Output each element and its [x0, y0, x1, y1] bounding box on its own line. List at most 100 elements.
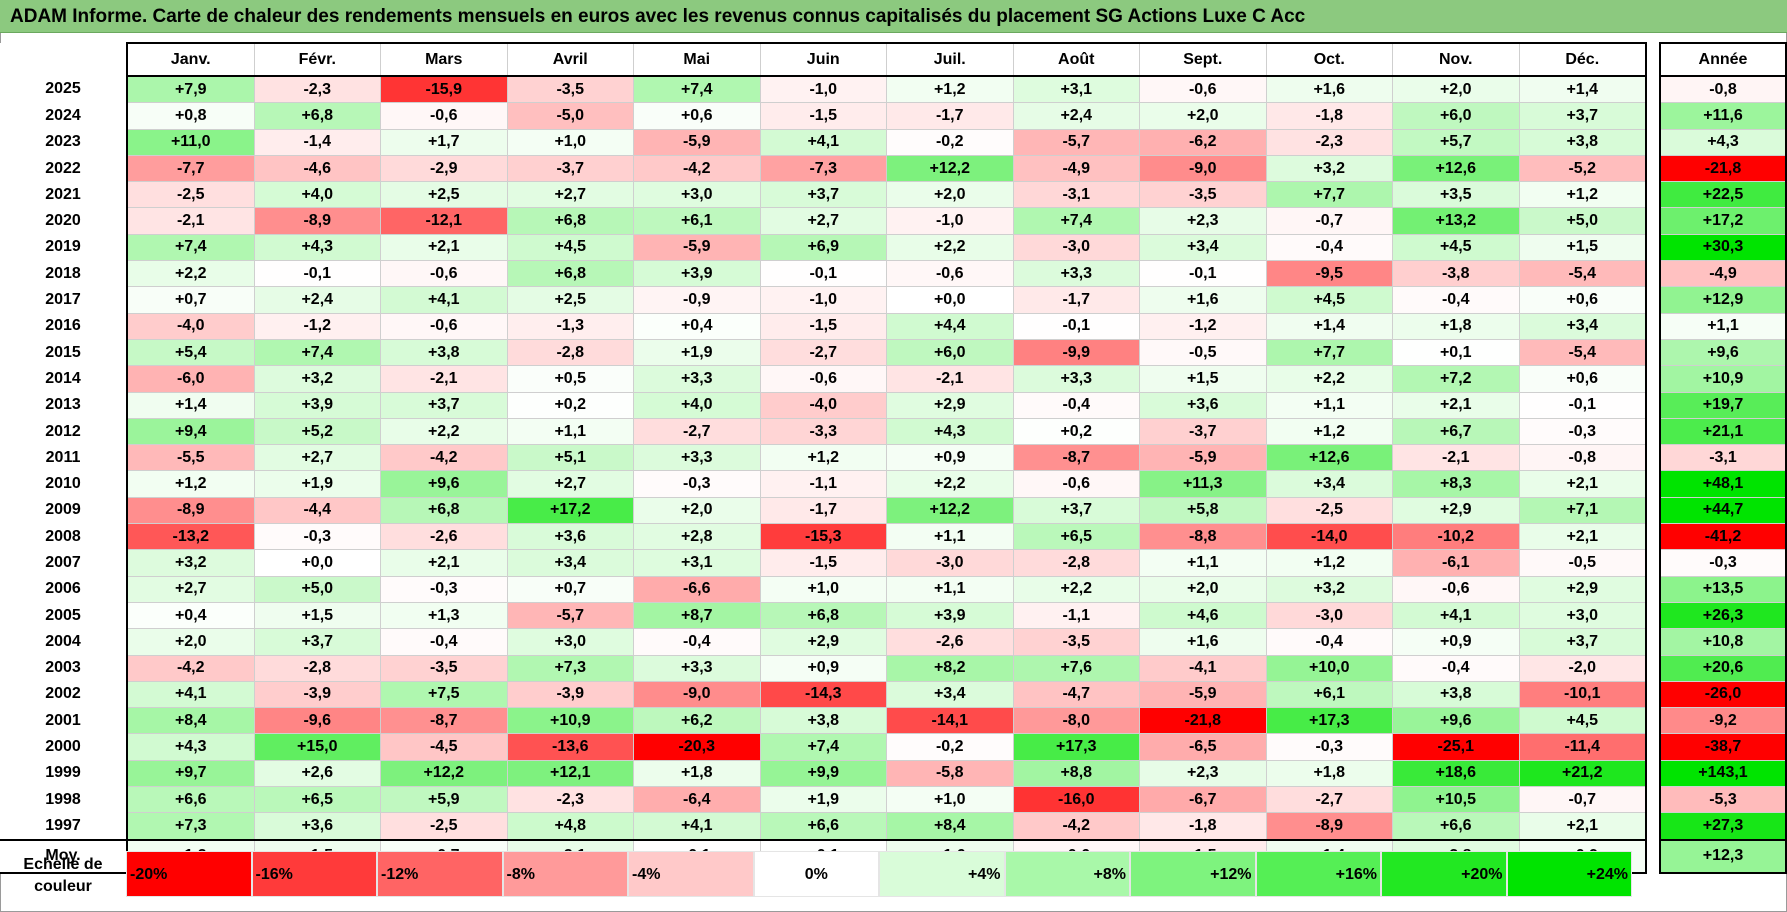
- heatmap-cell: +0,7: [506, 575, 634, 603]
- heatmap-cell: -5,9: [633, 233, 761, 262]
- heatmap-cell: -8,8: [1139, 523, 1267, 551]
- monthly-heatmap-table: Janv. Févr. Mars Avril Mai Juin Juil. Août Sept.…: [0, 42, 1647, 874]
- year-label: 2017: [0, 286, 127, 314]
- annual-returns-table: Année -0,8 +11,6 +4,3 -21,8 +22,5 +17,2 +30,3 -4…: [1659, 42, 1787, 874]
- heatmap-cell: +6,8: [253, 102, 381, 130]
- heatmap-cell: -7,3: [759, 154, 887, 183]
- heatmap-cell: -0,4: [1012, 391, 1140, 419]
- heatmap-cell: -10,1: [1518, 680, 1647, 709]
- heatmap-cell: -5,7: [1012, 128, 1140, 156]
- heatmap-cell: -2,3: [253, 75, 381, 104]
- heatmap-cell: -0,3: [380, 575, 508, 603]
- annual-cell: -4,9: [1659, 260, 1787, 288]
- heatmap-cell: +1,5: [253, 601, 381, 630]
- heatmap-cell: -5,4: [1518, 338, 1647, 367]
- heatmap-cell: -9,6: [253, 707, 381, 735]
- heatmap-cell: +12,2: [886, 496, 1014, 525]
- heatmap-cell: +3,3: [633, 444, 761, 472]
- heatmap-cell: -11,4: [1518, 733, 1647, 761]
- month-header: Févr.: [253, 42, 381, 77]
- annual-cell: -5,3: [1659, 786, 1787, 814]
- year-label: 2013: [0, 392, 127, 419]
- heatmap-cell: +6,9: [759, 233, 887, 262]
- heatmap-cell: +0,0: [886, 286, 1014, 314]
- heatmap-cell: +2,2: [886, 233, 1014, 262]
- heatmap-cell: +1,9: [253, 470, 381, 498]
- heatmap-cell: +3,3: [1012, 365, 1140, 393]
- heatmap-cell: +9,6: [1392, 707, 1520, 735]
- heatmap-cell: +1,1: [1265, 391, 1393, 419]
- annual-cell: +27,3: [1659, 812, 1787, 841]
- heatmap-cell: -1,1: [1012, 601, 1140, 630]
- heatmap-cell: -5,7: [506, 601, 634, 630]
- annual-cell: -26,0: [1659, 680, 1787, 709]
- heatmap-cell: +2,7: [253, 444, 381, 472]
- heatmap-cell: -0,3: [253, 523, 381, 551]
- heatmap-cell: +3,2: [1265, 575, 1393, 603]
- heatmap-cell: +2,9: [759, 628, 887, 656]
- heatmap-cell: +1,1: [1139, 549, 1267, 577]
- heatmap-cell: -6,0: [126, 365, 255, 393]
- heatmap-cell: +0,2: [506, 391, 634, 419]
- annual-cell: +12,9: [1659, 286, 1787, 314]
- heatmap-cell: -2,3: [1265, 128, 1393, 156]
- heatmap-cell: -0,6: [380, 102, 508, 130]
- heatmap-cell: +2,2: [1012, 575, 1140, 603]
- heatmap-cell: +1,0: [886, 786, 1014, 814]
- heatmap-cell: -0,2: [886, 733, 1014, 761]
- heatmap-cell: +2,2: [380, 417, 508, 446]
- heatmap-cell: -2,6: [886, 628, 1014, 656]
- heatmap-cell: -4,1: [1139, 654, 1267, 682]
- heatmap-cell: -0,4: [1265, 628, 1393, 656]
- heatmap-cell: +7,7: [1265, 181, 1393, 209]
- heatmap-cell: +0,2: [1012, 417, 1140, 446]
- heatmap-cell: -3,0: [886, 549, 1014, 577]
- heatmap-cell: -2,1: [1392, 444, 1520, 472]
- heatmap-cell: -0,4: [1392, 286, 1520, 314]
- heatmap-cell: -4,5: [380, 733, 508, 761]
- heatmap-cell: -1,5: [759, 549, 887, 577]
- heatmap-cell: -0,1: [1518, 391, 1647, 419]
- heatmap-cell: +2,1: [1392, 391, 1520, 419]
- heatmap-cell: +4,4: [886, 312, 1014, 340]
- heatmap-cell: -0,1: [759, 260, 887, 288]
- heatmap-cell: +7,6: [1012, 654, 1140, 682]
- month-header: Oct.: [1265, 42, 1393, 77]
- heatmap-cell: -0,6: [1392, 575, 1520, 603]
- heatmap-cell: -4,2: [126, 654, 255, 682]
- heatmap-cell: +17,3: [1265, 707, 1393, 735]
- heatmap-cell: -3,7: [506, 154, 634, 183]
- heatmap-cell: -9,9: [1012, 338, 1140, 367]
- heatmap-cell: -5,2: [1518, 154, 1647, 183]
- heatmap-cell: -0,1: [1012, 312, 1140, 340]
- heatmap-cell: +1,4: [1518, 75, 1647, 104]
- heatmap-cell: -10,2: [1392, 523, 1520, 551]
- heatmap-cell: +5,0: [1518, 207, 1647, 235]
- heatmap-cell: +6,1: [1265, 680, 1393, 709]
- heatmap-cell: +3,6: [1139, 391, 1267, 419]
- heatmap-cell: +7,4: [633, 75, 761, 104]
- heatmap-cell: +1,2: [886, 75, 1014, 104]
- heatmap-cell: +3,7: [1012, 496, 1140, 525]
- heatmap-cell: -15,3: [759, 523, 887, 551]
- heatmap-cell: +3,9: [886, 601, 1014, 630]
- heatmap-cell: +12,2: [380, 759, 508, 788]
- heatmap-cell: +6,5: [1012, 523, 1140, 551]
- year-label: 2007: [0, 549, 127, 577]
- annual-cell: +10,8: [1659, 628, 1787, 656]
- heatmap-cell: +2,7: [506, 181, 634, 209]
- annual-cell: -3,1: [1659, 444, 1787, 472]
- heatmap-cell: -2,9: [380, 154, 508, 183]
- heatmap-cell: -14,0: [1265, 523, 1393, 551]
- heatmap-cell: -20,3: [633, 733, 761, 761]
- heatmap-cell: +1,2: [1265, 417, 1393, 446]
- heatmap-cell: +6,0: [1392, 102, 1520, 130]
- heatmap-cell: +4,0: [253, 181, 381, 209]
- heatmap-cell: +3,1: [633, 549, 761, 577]
- heatmap-cell: +2,1: [380, 549, 508, 577]
- heatmap-cell: -16,0: [1012, 786, 1140, 814]
- heatmap-cell: -1,7: [886, 102, 1014, 130]
- heatmap-cell: +8,2: [886, 654, 1014, 682]
- annual-cell: +17,2: [1659, 207, 1787, 235]
- heatmap-cell: +0,4: [126, 601, 255, 630]
